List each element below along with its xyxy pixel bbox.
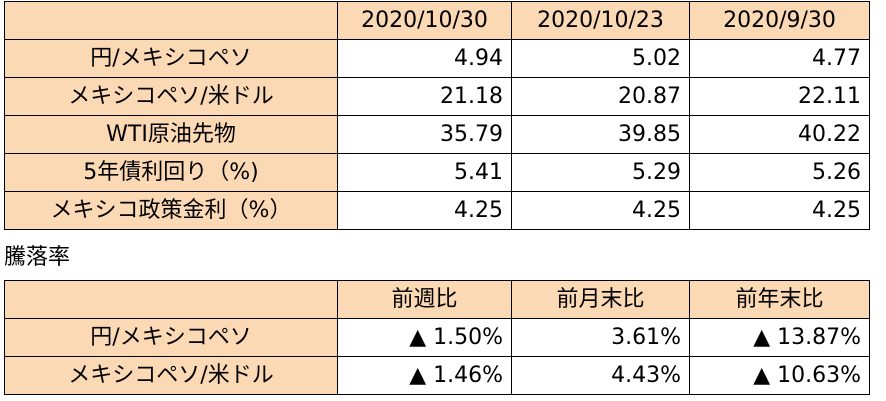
table-cell: ▲ 1.50% (337, 318, 512, 357)
column-header-week-change: 前週比 (337, 280, 512, 319)
table-cell: 40.22 (689, 115, 870, 154)
table-cell: 20.87 (511, 77, 690, 116)
table-cell: 22.11 (689, 77, 870, 116)
row-label-wti-crude: WTI原油先物 (4, 115, 338, 154)
table-row: WTI原油先物 35.79 39.85 40.22 (4, 115, 870, 154)
table-cell: ▲ 13.87% (689, 318, 870, 357)
table-row: 5年債利回り（%) 5.41 5.29 5.26 (4, 153, 870, 192)
column-header-date: 2020/9/30 (689, 1, 870, 40)
table-row: メキシコペソ/米ドル 21.18 20.87 22.11 (4, 77, 870, 116)
row-label-5y-yield: 5年債利回り（%) (4, 153, 338, 192)
column-header-date: 2020/10/30 (337, 1, 512, 40)
table-row: 円/メキシコペソ ▲ 1.50% 3.61% ▲ 13.87% (4, 318, 870, 357)
row-label-mxn-usd: メキシコペソ/米ドル (4, 77, 338, 116)
header-corner-cell (4, 1, 338, 40)
table-header-row: 2020/10/30 2020/10/23 2020/9/30 (4, 1, 870, 40)
column-header-year-change: 前年末比 (689, 280, 870, 319)
table-cell: 4.25 (337, 191, 512, 230)
rate-of-change-caption: 騰落率 (4, 245, 71, 270)
table-cell: 5.41 (337, 153, 512, 192)
table-cell: 3.61% (511, 318, 690, 357)
table-cell: ▲ 10.63% (689, 356, 870, 395)
table-cell: ▲ 1.46% (337, 356, 512, 395)
table-cell: 5.26 (689, 153, 870, 192)
header-corner-cell (4, 280, 338, 319)
table-cell: 35.79 (337, 115, 512, 154)
table-row: 円/メキシコペソ 4.94 5.02 4.77 (4, 39, 870, 78)
table-cell: 5.02 (511, 39, 690, 78)
column-header-month-change: 前月末比 (511, 280, 690, 319)
market-data-table: 2020/10/30 2020/10/23 2020/9/30 円/メキシコペソ… (4, 1, 870, 230)
table-cell: 5.29 (511, 153, 690, 192)
table-cell: 4.25 (689, 191, 870, 230)
table-cell: 4.94 (337, 39, 512, 78)
table-cell: 4.25 (511, 191, 690, 230)
table-cell: 4.77 (689, 39, 870, 78)
table-header-row: 前週比 前月末比 前年末比 (4, 280, 870, 319)
row-label-jpy-mxn: 円/メキシコペソ (4, 318, 338, 357)
column-header-date: 2020/10/23 (511, 1, 690, 40)
table-row: メキシコ政策金利（%） 4.25 4.25 4.25 (4, 191, 870, 230)
table-cell: 4.43% (511, 356, 690, 395)
table-cell: 21.18 (337, 77, 512, 116)
table-row: メキシコペソ/米ドル ▲ 1.46% 4.43% ▲ 10.63% (4, 356, 870, 395)
rate-of-change-table: 前週比 前月末比 前年末比 円/メキシコペソ ▲ 1.50% 3.61% ▲ 1… (4, 280, 870, 395)
row-label-mxn-usd: メキシコペソ/米ドル (4, 356, 338, 395)
row-label-policy-rate: メキシコ政策金利（%） (4, 191, 338, 230)
row-label-jpy-mxn: 円/メキシコペソ (4, 39, 338, 78)
table-cell: 39.85 (511, 115, 690, 154)
